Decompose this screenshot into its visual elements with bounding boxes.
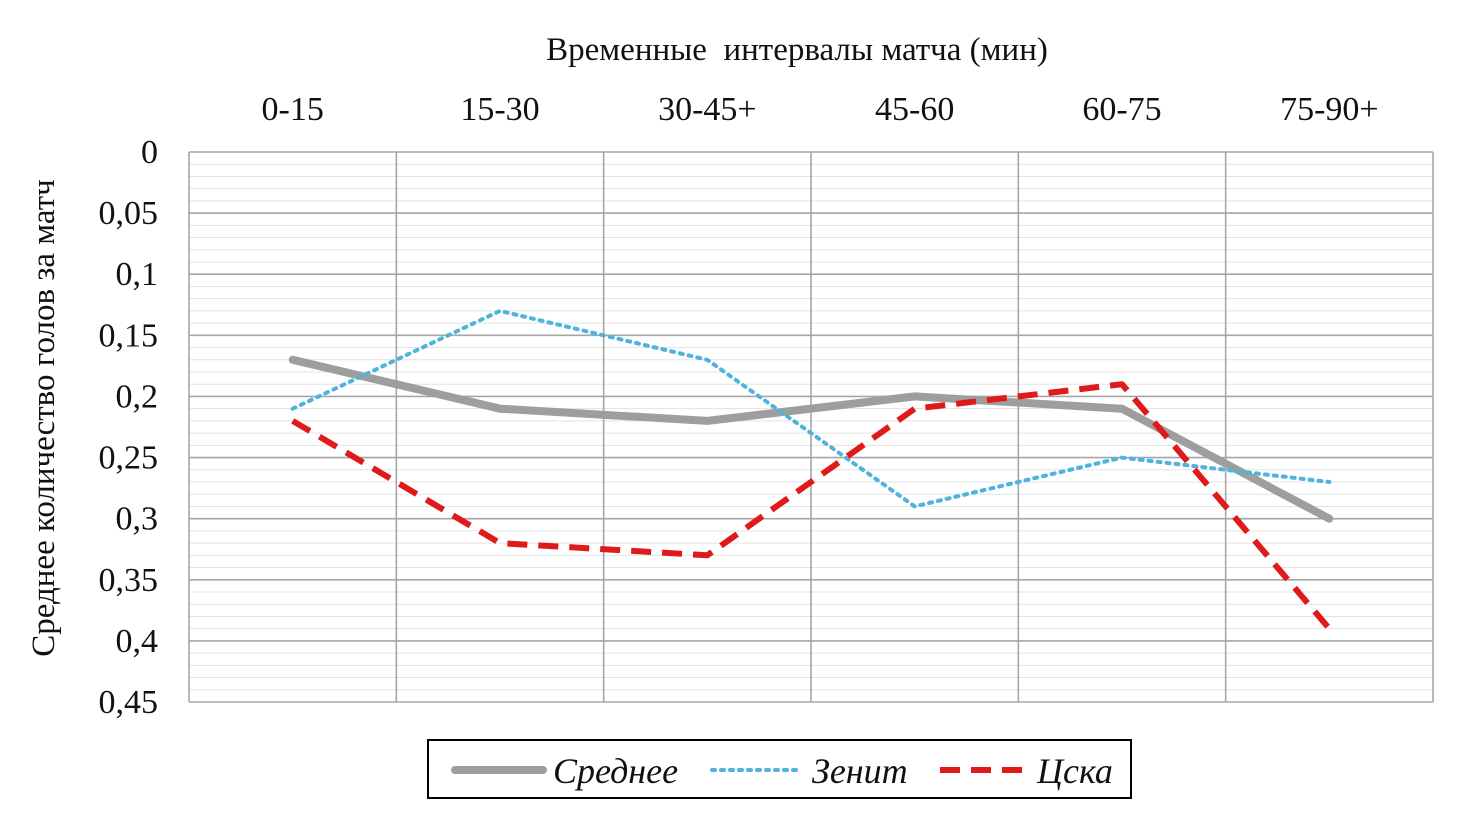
major-gridlines [188,151,1434,703]
x-tick-label: 30-45+ [658,91,757,128]
y-tick-label: 0,45 [99,684,159,721]
series-lines [288,308,1334,631]
y-tick-label: 0,35 [99,562,159,599]
y-tick-label: 0,15 [99,317,159,354]
y-tick-label: 0 [141,134,158,171]
x-axis-title: Временные интервалы матча (мин) [546,32,1048,68]
x-tick-label: 15-30 [460,91,539,128]
x-tick-label: 60-75 [1082,91,1161,128]
series-line [291,381,1332,631]
y-tick-labels: 0 0,05 0,1 0,15 0,2 0,25 0,3 0,35 0,4 0,45 [99,134,159,721]
legend-label: Среднее [553,751,678,791]
x-tick-label: 0-15 [262,91,324,128]
legend-label: Цска [1036,751,1113,791]
y-tick-label: 0,1 [116,256,159,293]
x-tick-labels: 0-15 15-30 30-45+ 45-60 60-75 75-90+ [262,91,1379,128]
x-tick-label: 45-60 [875,91,954,128]
y-tick-label: 0,3 [116,501,159,538]
legend-label: Зенит [812,751,908,791]
x-tick-label: 75-90+ [1280,91,1379,128]
series-line [290,308,1332,509]
legend: Среднее Зенит Цска [451,751,1113,791]
y-tick-label: 0,25 [99,440,159,477]
y-tick-label: 0,4 [116,623,159,660]
y-axis-title: Среднее количество голов за матч [26,179,62,657]
y-tick-label: 0,2 [116,378,159,415]
y-tick-label: 0,05 [99,195,159,232]
